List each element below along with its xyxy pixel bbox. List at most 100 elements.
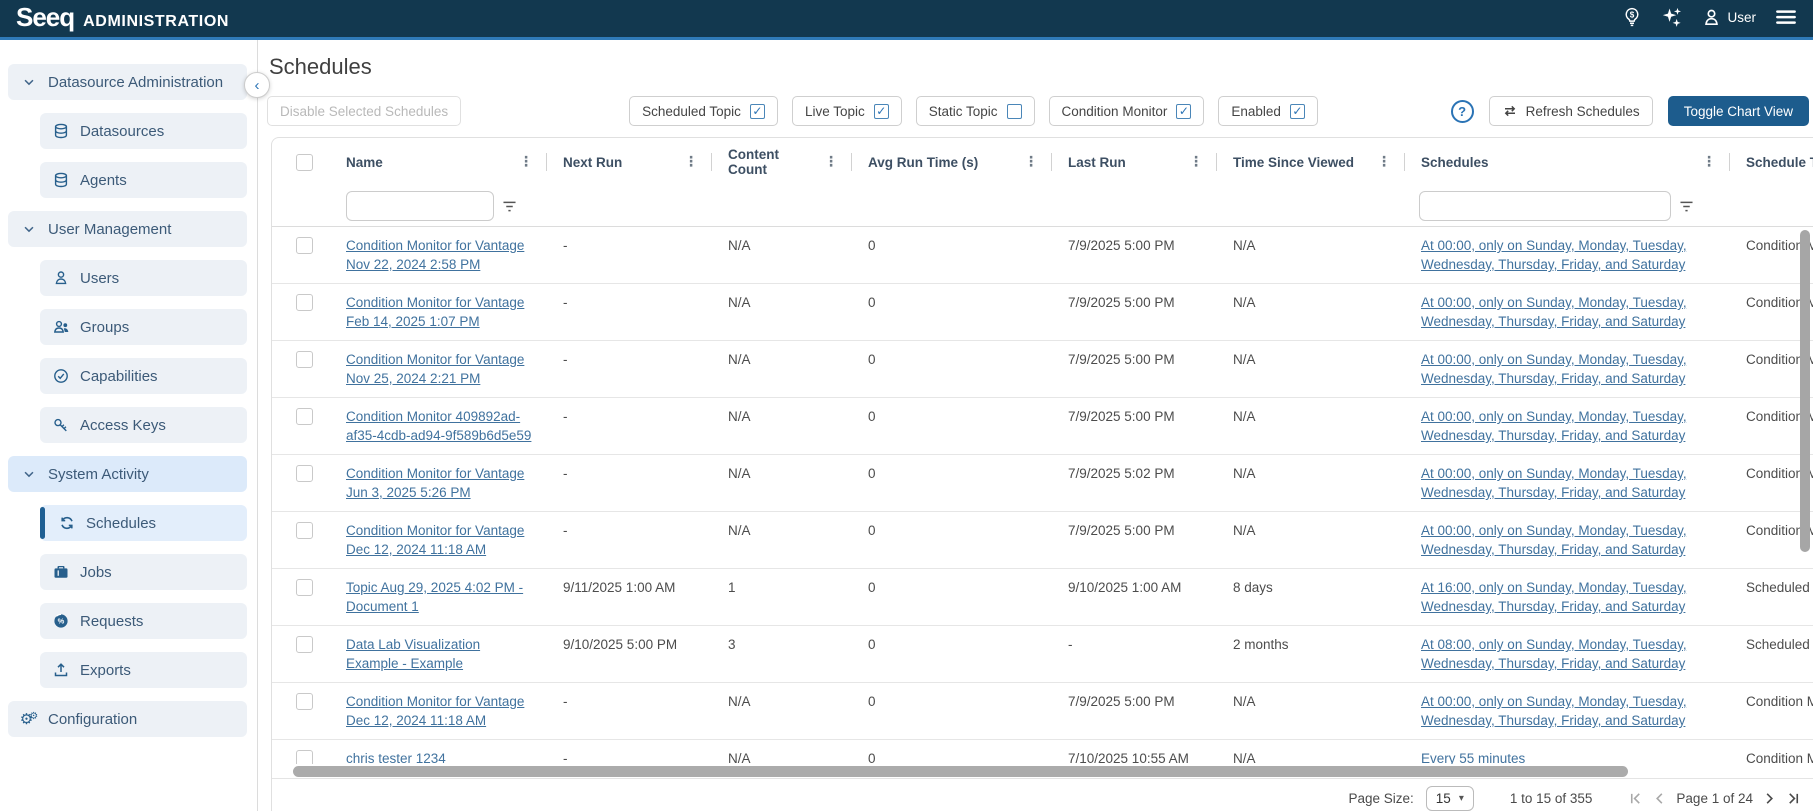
schedule-cron-link[interactable]: At 00:00, only on Sunday, Monday, Tuesda… bbox=[1421, 523, 1687, 557]
sidebar-item-exports[interactable]: Exports bbox=[40, 652, 247, 688]
row-checkbox[interactable] bbox=[296, 465, 313, 482]
page-size-select[interactable]: 15 ▾ bbox=[1425, 786, 1474, 811]
next-run-cell: - bbox=[563, 352, 568, 367]
content-count-cell: 1 bbox=[728, 580, 736, 595]
schedule-name-link[interactable]: Data Lab Visualization Example - Example bbox=[346, 637, 481, 671]
sidebar-item-groups[interactable]: Groups bbox=[40, 309, 247, 345]
schedule-cron-link[interactable]: At 00:00, only on Sunday, Monday, Tuesda… bbox=[1421, 409, 1687, 443]
sidebar-section-system-activity[interactable]: System Activity bbox=[8, 456, 247, 492]
column-menu-icon[interactable]: ⋮ bbox=[1702, 154, 1716, 170]
schedule-name-link[interactable]: chris tester 1234 bbox=[346, 751, 446, 764]
first-page-button[interactable] bbox=[1628, 791, 1643, 806]
refresh-schedules-button[interactable]: Refresh Schedules bbox=[1488, 96, 1653, 126]
name-filter-input[interactable] bbox=[346, 191, 494, 221]
column-menu-icon[interactable]: ⋮ bbox=[1024, 154, 1038, 170]
sidebar-item-agents[interactable]: Agents bbox=[40, 162, 247, 198]
seeq-logo: Seeq bbox=[16, 1, 75, 32]
user-menu[interactable]: User bbox=[1702, 8, 1756, 27]
page-indicator: Page 1 of 24 bbox=[1676, 791, 1753, 806]
ai-sparkles-icon[interactable] bbox=[1661, 6, 1683, 28]
schedule-cron-link[interactable]: Every 55 minutes bbox=[1421, 751, 1526, 764]
filter-toggle-button[interactable]: Static Topic bbox=[915, 96, 1035, 126]
schedule-name-link[interactable]: Condition Monitor for Vantage Dec 12, 20… bbox=[346, 694, 525, 728]
filter-toggle-button[interactable]: Enabled bbox=[1218, 96, 1318, 126]
schedule-name-link[interactable]: Topic Aug 29, 2025 4:02 PM - Document 1 bbox=[346, 580, 524, 614]
row-checkbox[interactable] bbox=[296, 351, 313, 368]
schedule-cron-link[interactable]: At 00:00, only on Sunday, Monday, Tuesda… bbox=[1421, 352, 1687, 386]
column-header-content-count: Content Count bbox=[728, 147, 779, 177]
sidebar-item-requests[interactable]: % Requests bbox=[40, 603, 247, 639]
schedule-cron-link[interactable]: At 00:00, only on Sunday, Monday, Tuesda… bbox=[1421, 466, 1687, 500]
last-page-button[interactable] bbox=[1786, 791, 1801, 806]
sidebar-collapse-button[interactable]: ‹ bbox=[244, 72, 270, 98]
row-checkbox[interactable] bbox=[296, 522, 313, 539]
vertical-scrollbar[interactable] bbox=[1800, 228, 1810, 762]
last-run-cell: 7/9/2025 5:00 PM bbox=[1068, 352, 1175, 367]
row-checkbox[interactable] bbox=[296, 750, 313, 764]
filter-toggle-button[interactable]: Live Topic bbox=[791, 96, 902, 126]
table-header-row: Name ⋮ Next Run ⋮ Content Count ⋮ Avg Run T… bbox=[272, 138, 1813, 186]
sidebar-item-schedules[interactable]: Schedules bbox=[40, 505, 247, 541]
next-run-cell: - bbox=[563, 751, 568, 764]
key-icon bbox=[52, 417, 70, 433]
column-menu-icon[interactable]: ⋮ bbox=[824, 154, 838, 170]
row-checkbox[interactable] bbox=[296, 294, 313, 311]
schedules-filter-input[interactable] bbox=[1419, 191, 1671, 221]
schedules-table: Name ⋮ Next Run ⋮ Content Count ⋮ Avg Run T… bbox=[271, 137, 1813, 811]
schedule-cron-link[interactable]: At 00:00, only on Sunday, Monday, Tuesda… bbox=[1421, 238, 1687, 272]
user-label: User bbox=[1727, 9, 1756, 25]
schedule-name-link[interactable]: Condition Monitor 409892ad- af35-4cdb-ad… bbox=[346, 409, 532, 443]
sidebar-item-datasources[interactable]: Datasources bbox=[40, 113, 247, 149]
schedule-cron-link[interactable]: At 08:00, only on Sunday, Monday, Tuesda… bbox=[1421, 637, 1687, 671]
previous-page-button[interactable] bbox=[1652, 791, 1667, 806]
column-menu-icon[interactable]: ⋮ bbox=[1377, 154, 1391, 170]
schedule-cron-link[interactable]: At 00:00, only on Sunday, Monday, Tuesda… bbox=[1421, 295, 1687, 329]
row-checkbox[interactable] bbox=[296, 693, 313, 710]
sidebar-section-datasource-administration[interactable]: Datasource Administration bbox=[8, 64, 247, 100]
filter-funnel-icon[interactable] bbox=[1679, 200, 1694, 213]
column-menu-icon[interactable]: ⋮ bbox=[1189, 154, 1203, 170]
sidebar-item-access-keys[interactable]: Access Keys bbox=[40, 407, 247, 443]
select-all-checkbox[interactable] bbox=[296, 153, 313, 171]
table-row: Condition Monitor for Vantage Jun 3, 202… bbox=[272, 455, 1813, 512]
checkbox-icon bbox=[1006, 103, 1022, 119]
disable-selected-schedules-button[interactable]: Disable Selected Schedules bbox=[267, 96, 462, 126]
schedule-cron-link[interactable]: At 16:00, only on Sunday, Monday, Tuesda… bbox=[1421, 580, 1687, 614]
filter-label: Condition Monitor bbox=[1061, 103, 1168, 119]
filter-funnel-icon[interactable] bbox=[502, 200, 517, 213]
sidebar-item-configuration[interactable]: ⚙ ⚙ Configuration bbox=[8, 701, 247, 737]
row-checkbox[interactable] bbox=[296, 579, 313, 596]
briefcase-icon bbox=[52, 564, 70, 580]
row-checkbox[interactable] bbox=[296, 237, 313, 254]
refresh-icon bbox=[58, 515, 76, 531]
schedule-name-link[interactable]: Condition Monitor for Vantage Dec 12, 20… bbox=[346, 523, 525, 557]
schedule-name-link[interactable]: Condition Monitor for Vantage Feb 14, 20… bbox=[346, 295, 525, 329]
time-since-viewed-cell: N/A bbox=[1233, 466, 1256, 481]
column-menu-icon[interactable]: ⋮ bbox=[684, 154, 698, 170]
horizontal-scrollbar-thumb[interactable] bbox=[293, 766, 1628, 777]
schedule-name-link[interactable]: Condition Monitor for Vantage Nov 22, 20… bbox=[346, 238, 525, 272]
toolbar-right: ? Refresh Schedules Toggle Chart View bbox=[1450, 96, 1809, 126]
filter-toggle-button[interactable]: Condition Monitor bbox=[1048, 96, 1205, 126]
upsell-lightbulb-icon[interactable]: $ bbox=[1622, 7, 1642, 27]
sidebar-item-jobs[interactable]: Jobs bbox=[40, 554, 247, 590]
vertical-scrollbar-thumb[interactable] bbox=[1800, 230, 1810, 552]
help-icon[interactable]: ? bbox=[1450, 99, 1474, 123]
filter-toggle-button[interactable]: Scheduled Topic bbox=[629, 96, 778, 126]
sidebar-item-capabilities[interactable]: Capabilities bbox=[40, 358, 247, 394]
sidebar-section-user-management[interactable]: User Management bbox=[8, 211, 247, 247]
schedule-name-link[interactable]: Condition Monitor for Vantage Jun 3, 202… bbox=[346, 466, 525, 500]
row-checkbox[interactable] bbox=[296, 636, 313, 653]
toggle-chart-view-button[interactable]: Toggle Chart View bbox=[1667, 96, 1809, 126]
schedule-cron-link[interactable]: At 00:00, only on Sunday, Monday, Tuesda… bbox=[1421, 694, 1687, 728]
schedule-name-link[interactable]: Condition Monitor for Vantage Nov 25, 20… bbox=[346, 352, 525, 386]
last-run-cell: 7/9/2025 5:00 PM bbox=[1068, 238, 1175, 253]
hamburger-menu-icon[interactable] bbox=[1775, 8, 1797, 26]
page-size-value: 15 bbox=[1435, 791, 1451, 806]
next-page-button[interactable] bbox=[1762, 791, 1777, 806]
column-menu-icon[interactable]: ⋮ bbox=[519, 154, 533, 170]
horizontal-scrollbar[interactable] bbox=[272, 765, 1813, 778]
row-checkbox[interactable] bbox=[296, 408, 313, 425]
sidebar-item-users[interactable]: Users bbox=[40, 260, 247, 296]
content-count-cell: N/A bbox=[728, 295, 751, 310]
